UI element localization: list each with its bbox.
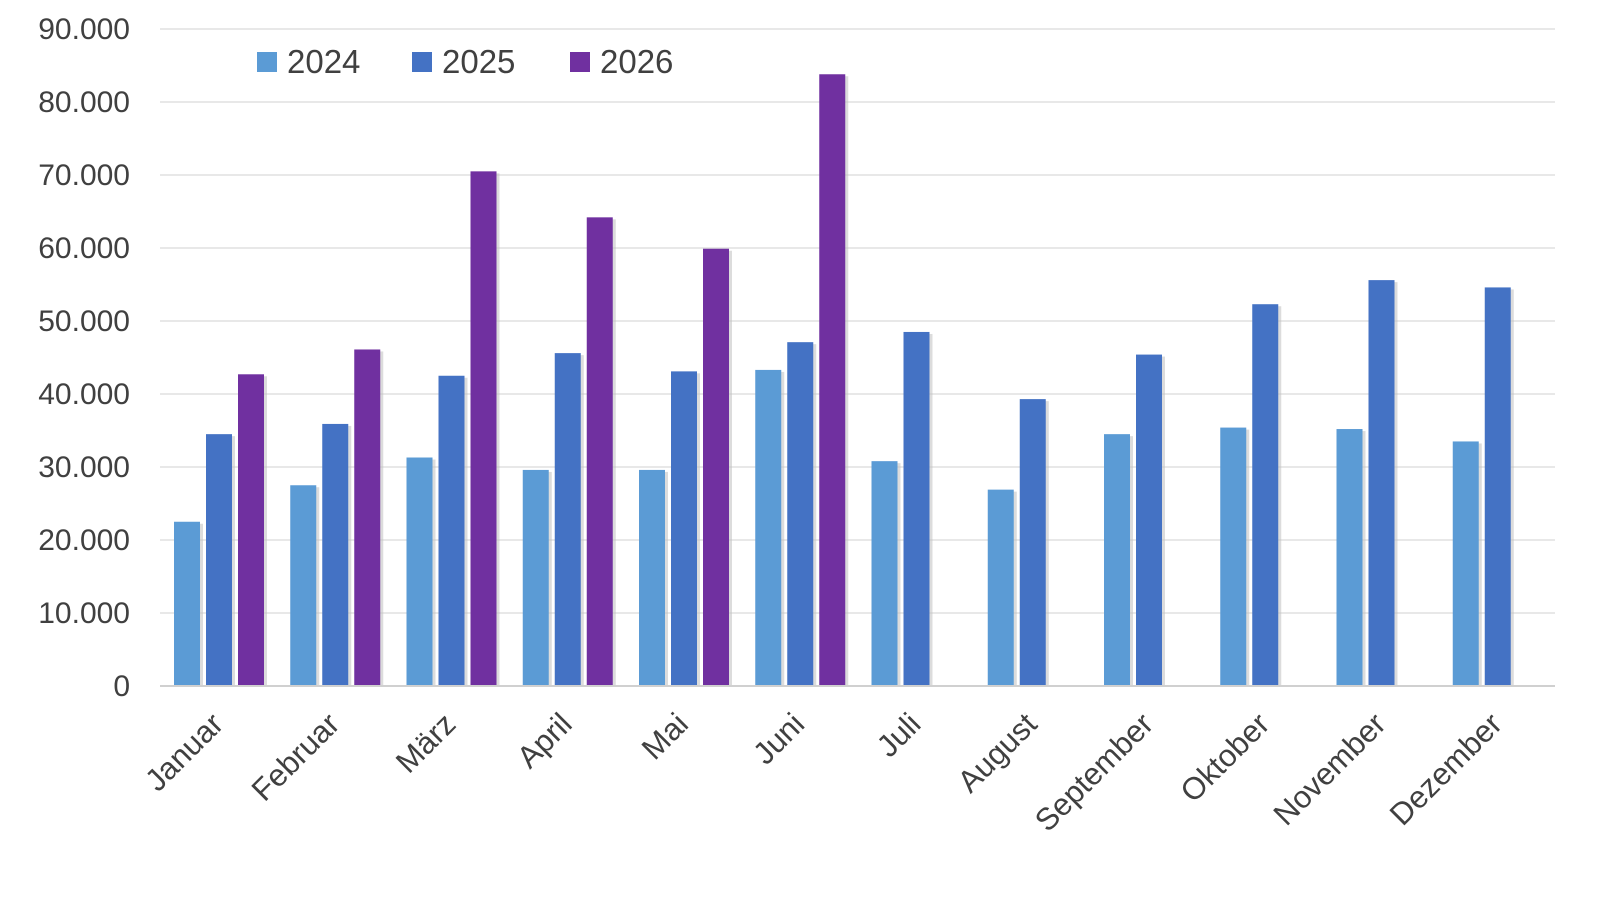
bar-2026-juni [819, 74, 846, 686]
x-tick-label: April [510, 706, 579, 775]
bar-2026-april [586, 217, 613, 686]
x-tick-label: Juli [870, 706, 928, 764]
legend-swatch-2025 [412, 52, 432, 72]
x-tick-label: Juni [746, 706, 811, 771]
bar-2025-juli [903, 331, 930, 686]
x-tick-label: November [1267, 706, 1393, 832]
x-tick-label: August [951, 706, 1044, 799]
y-tick-label: 30.000 [38, 451, 130, 484]
bar-2024-april [522, 469, 549, 686]
bar-2024-juni [755, 369, 782, 686]
x-tick-label: Dezember [1383, 706, 1509, 832]
y-tick-label: 60.000 [38, 232, 130, 265]
y-tick-label: 20.000 [38, 524, 130, 557]
bar-2025-juni [787, 342, 814, 686]
y-tick-label: 80.000 [38, 86, 130, 119]
legend-label-2025: 2025 [442, 43, 515, 80]
bar-2025-november [1368, 280, 1395, 686]
x-tick-label: Mai [635, 706, 695, 766]
bar-2025-april [554, 353, 581, 686]
bar-2026-mai [703, 248, 729, 687]
bar-2026-märz [470, 171, 497, 687]
x-tick-label: März [389, 706, 462, 779]
x-tick-label: Oktober [1173, 706, 1276, 809]
bar-2024-märz [406, 457, 433, 686]
bar-2024-februar [290, 485, 317, 686]
legend-label-2026: 2026 [600, 43, 673, 80]
gridlines [160, 28, 1555, 614]
y-tick-label: 90.000 [38, 13, 130, 46]
bar-2025-februar [322, 423, 349, 686]
y-tick-label: 0 [113, 670, 130, 703]
y-tick-label: 50.000 [38, 305, 130, 338]
bars [174, 74, 1514, 687]
legend-label-2024: 2024 [287, 43, 360, 80]
bar-2025-märz [438, 375, 465, 686]
bar-2025-oktober [1252, 304, 1279, 686]
y-tick-label: 10.000 [38, 597, 130, 630]
bar-2024-januar [174, 521, 200, 686]
bar-2024-juli [871, 461, 898, 686]
bar-2025-mai [671, 371, 697, 686]
x-tick-label: September [1028, 706, 1160, 838]
bar-2024-september [1104, 434, 1130, 686]
x-tick-label: Januar [138, 706, 230, 798]
bar-2025-august [1019, 399, 1046, 686]
x-tick-label: Februar [245, 706, 347, 808]
bar-2024-oktober [1220, 427, 1247, 686]
y-tick-label: 70.000 [38, 159, 130, 192]
legend-swatch-2026 [570, 52, 590, 72]
legend-swatch-2024 [257, 52, 277, 72]
bar-2024-november [1336, 429, 1363, 686]
bar-2025-dezember [1484, 287, 1511, 686]
bar-2025-januar [206, 434, 232, 686]
legend: 2024 2025 2026 [257, 43, 673, 80]
bar-2026-februar [354, 349, 381, 686]
bar-2024-mai [639, 469, 665, 686]
bar-2024-august [987, 489, 1014, 686]
bar-2025-september [1136, 354, 1162, 686]
bar-2026-januar [238, 374, 264, 686]
bar-2024-dezember [1452, 441, 1479, 686]
y-tick-label: 40.000 [38, 378, 130, 411]
